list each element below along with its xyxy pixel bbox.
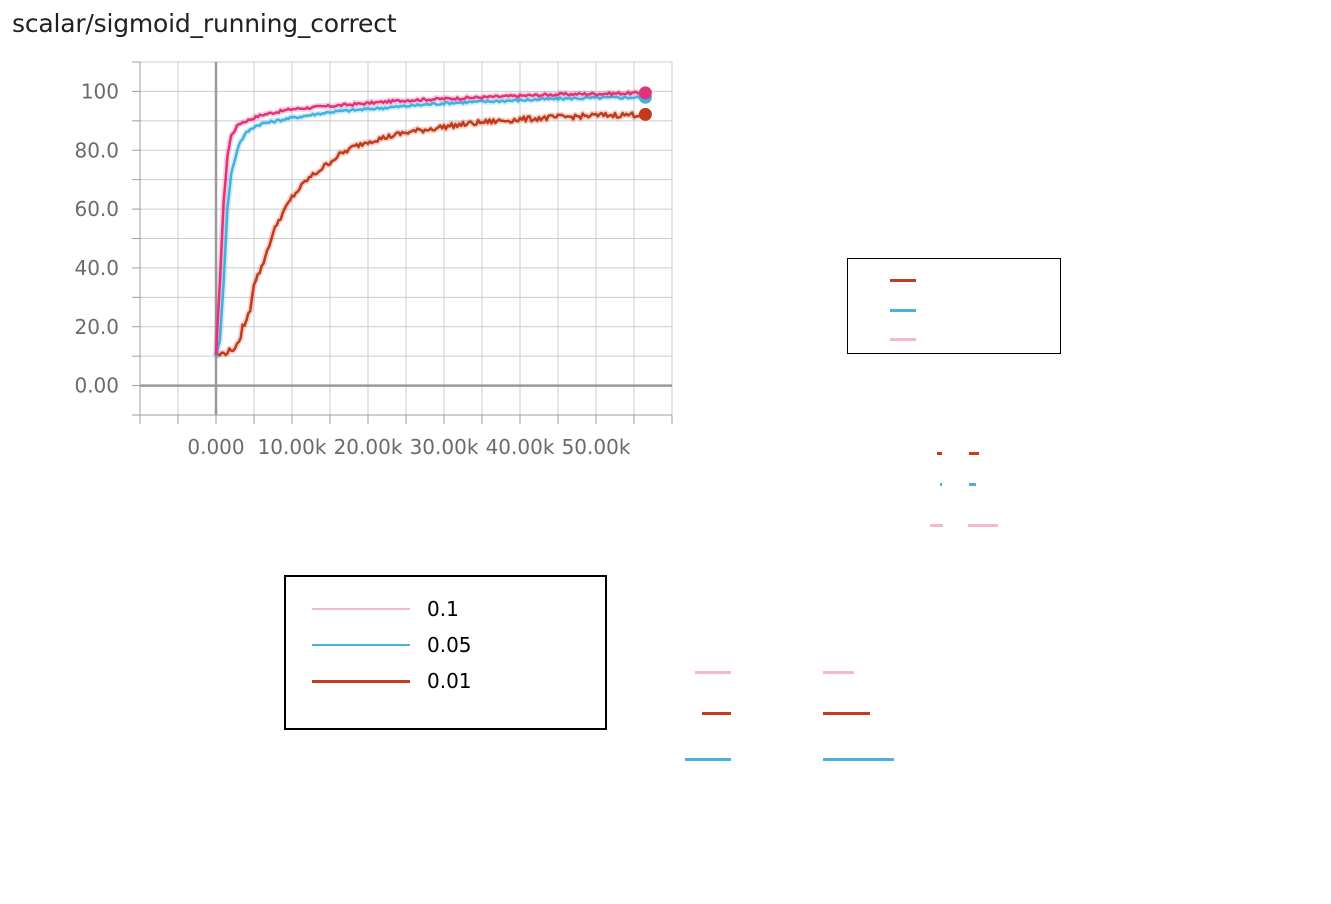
legend-fragment <box>968 524 998 527</box>
series-endpoint-0.01 <box>638 107 652 121</box>
x-tick-label: 40.00k <box>486 435 555 459</box>
legend-fragment <box>940 483 942 486</box>
y-tick-label: 60.0 <box>74 197 119 221</box>
legend-label: 0.01 <box>427 669 472 693</box>
legend-fragment <box>937 452 942 455</box>
legend-entry: 0.01 <box>312 669 572 693</box>
legend: 0.1 0.05 0.01 <box>284 575 607 730</box>
x-tick-label: 20.00k <box>334 435 403 459</box>
legend-fragment <box>695 671 731 674</box>
x-tick-label: 0.000 <box>187 435 244 459</box>
chart-title: scalar/sigmoid_running_correct <box>12 9 397 38</box>
series-line-0.1 <box>214 90 646 356</box>
y-tick-label: 0.00 <box>74 374 119 398</box>
secondary-legend-swatch <box>890 309 916 312</box>
legend-entry: 0.1 <box>312 597 572 621</box>
secondary-legend-swatch <box>890 279 916 282</box>
x-tick-label: 30.00k <box>410 435 479 459</box>
series-layer <box>213 86 652 359</box>
legend-swatch <box>312 680 410 683</box>
legend-fragment <box>823 671 854 674</box>
series-band-0.01 <box>213 109 648 359</box>
legend-fragment <box>702 712 731 715</box>
legend-fragment <box>685 758 731 761</box>
legend-swatch <box>312 608 410 610</box>
y-tick-label: 100 <box>81 79 119 103</box>
tick-label-layer: 0.00 20.0 40.0 60.0 80.0 100 0.000 10.00k 20.00k… <box>74 79 630 459</box>
y-tick-label: 80.0 <box>74 138 119 162</box>
legend-entry: 0.05 <box>312 633 572 657</box>
legend-fragment <box>823 712 870 715</box>
legend-fragment <box>969 452 979 455</box>
series-line-0.05 <box>214 95 646 358</box>
secondary-legend-swatch <box>890 338 916 341</box>
legend-fragment <box>823 758 894 761</box>
x-tick-label: 50.00k <box>562 435 631 459</box>
series-endpoint-0.1 <box>638 86 652 100</box>
series-line-0.01 <box>214 110 647 358</box>
legend-label: 0.05 <box>427 633 472 657</box>
y-tick-label: 40.0 <box>74 256 119 280</box>
legend-fragment <box>930 524 943 527</box>
secondary-legend-box <box>847 258 1061 354</box>
legend-fragment <box>969 483 976 486</box>
legend-swatch <box>312 644 410 646</box>
legend-label: 0.1 <box>427 597 459 621</box>
x-tick-label: 10.00k <box>258 435 327 459</box>
y-tick-label: 20.0 <box>74 315 119 339</box>
series-band-0.05 <box>213 93 647 358</box>
